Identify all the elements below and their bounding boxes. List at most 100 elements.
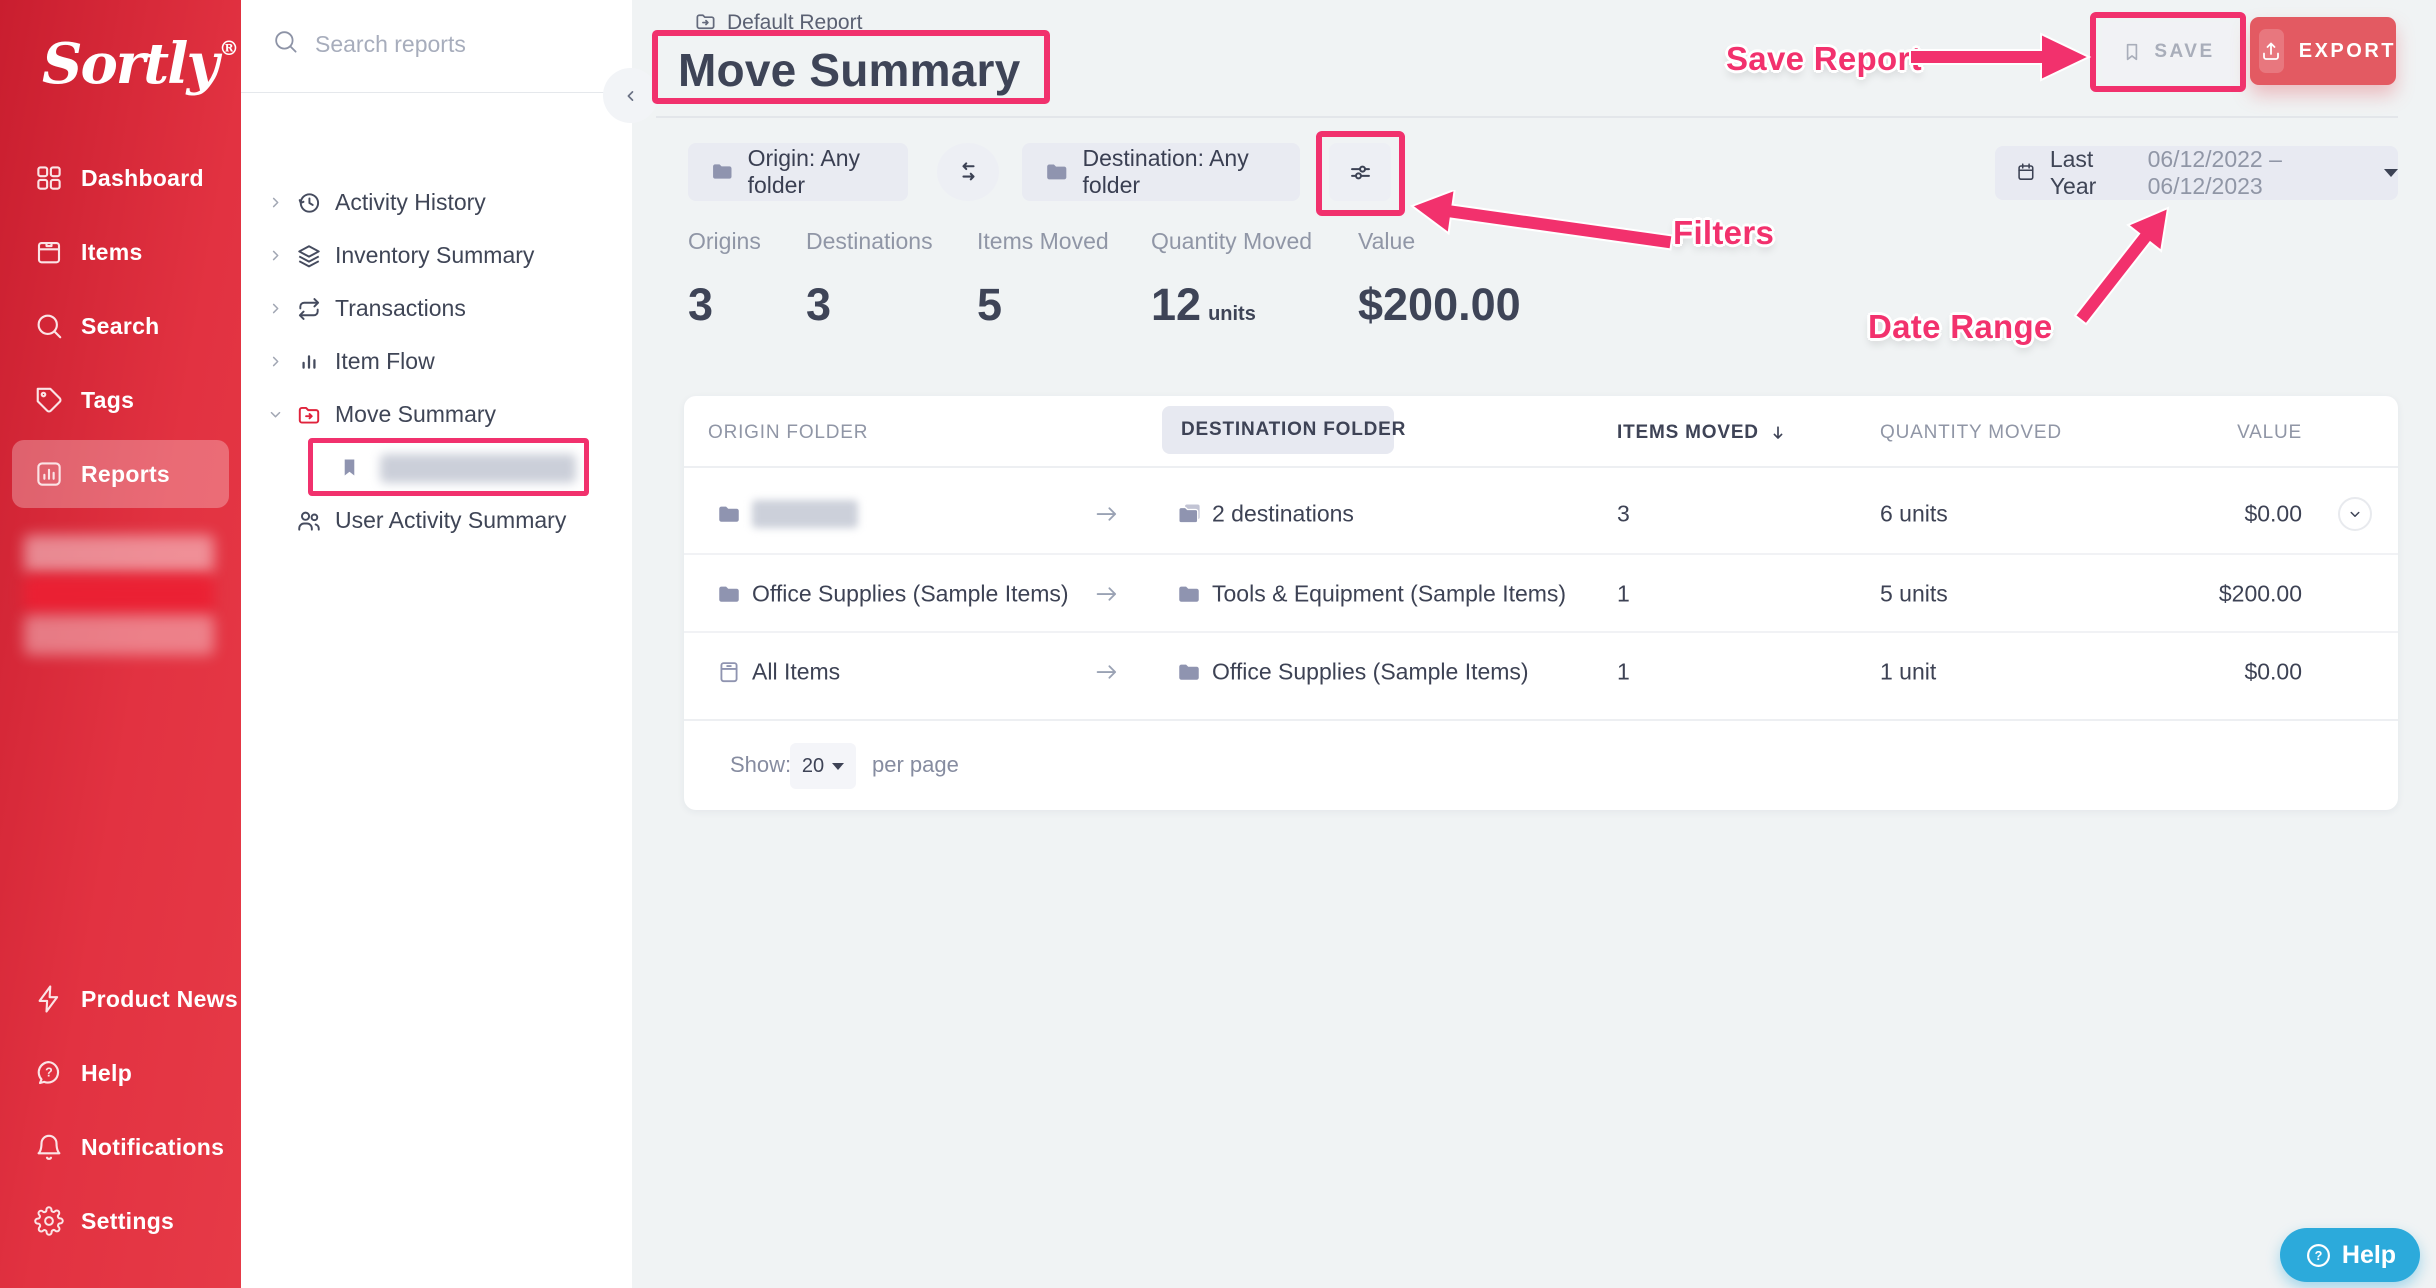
- annotation-box-title: [652, 30, 1050, 104]
- folder-icon: [1176, 581, 1202, 607]
- destination-cell: Office Supplies (Sample Items): [1212, 658, 1529, 685]
- export-button[interactable]: EXPORT: [2250, 17, 2396, 85]
- quantity-moved-cell: 1 unit: [1880, 658, 1937, 685]
- table-row[interactable]: Office Supplies (Sample Items) Tools & E…: [684, 553, 2398, 633]
- column-header-destination-folder[interactable]: DESTINATION FOLDER: [1162, 406, 1405, 454]
- stat-label: Value: [1358, 228, 1416, 254]
- search-icon: [34, 311, 64, 341]
- table-header-divider: [684, 466, 2398, 468]
- save-button[interactable]: SAVE: [2102, 22, 2234, 82]
- tag-icon: [34, 385, 64, 415]
- stat-label: Items Moved: [977, 228, 1109, 254]
- sidebar-item-label: Help: [81, 1059, 133, 1086]
- sidebar-item-help[interactable]: ? Help: [0, 1036, 241, 1110]
- help-bubble-icon: ?: [34, 1058, 64, 1088]
- chevron-down-icon[interactable]: [268, 407, 283, 422]
- origin-filter-button[interactable]: Origin: Any folder: [688, 143, 908, 201]
- search-reports-input[interactable]: [313, 24, 567, 64]
- column-header-value[interactable]: VALUE: [2237, 422, 2302, 443]
- layers-icon: [296, 243, 322, 269]
- sidebar-item-tags[interactable]: Tags: [0, 363, 241, 437]
- report-item-label: Item Flow: [335, 348, 435, 374]
- value-cell: $200.00: [2218, 580, 2302, 607]
- destination-cell: 2 destinations: [1212, 500, 1354, 527]
- collapse-panel-button[interactable]: [603, 68, 658, 123]
- origin-cell: All Items: [752, 658, 841, 685]
- destination-filter-button[interactable]: Destination: Any folder: [1022, 143, 1300, 201]
- arrow-right-icon: [1092, 657, 1122, 687]
- column-header-origin-folder[interactable]: ORIGIN FOLDER: [708, 422, 869, 443]
- sidebar-item-label: Settings: [81, 1207, 175, 1234]
- saved-report-item[interactable]: [241, 441, 632, 494]
- sidebar-item-label: Search: [81, 312, 160, 339]
- export-button-label: EXPORT: [2298, 39, 2396, 62]
- sidebar-item-items[interactable]: Items: [0, 215, 241, 289]
- expand-row-button[interactable]: [2338, 497, 2372, 531]
- annotation-arrow-date-range: [2073, 206, 2170, 326]
- folder-icon: [716, 581, 742, 607]
- chevron-right-icon[interactable]: [268, 248, 283, 263]
- more-filters-button[interactable]: [1329, 143, 1391, 201]
- report-item-activity-history[interactable]: Activity History: [241, 176, 632, 229]
- stat-value: $200.00: [1358, 279, 1521, 330]
- stat-quantity-moved: Quantity Moved 12 units: [1151, 228, 1312, 331]
- column-header-items-moved[interactable]: ITEMS MOVED: [1617, 422, 1788, 444]
- sortly-logo[interactable]: Sortly ®: [42, 36, 239, 92]
- report-item-move-summary[interactable]: Move Summary: [241, 388, 632, 441]
- chevron-right-icon[interactable]: [268, 301, 283, 316]
- chevron-right-icon[interactable]: [268, 195, 283, 210]
- calendar-icon: [2015, 161, 2037, 186]
- report-item-label: User Activity Summary: [335, 507, 567, 533]
- sidebar-item-product-news[interactable]: Product News: [0, 962, 241, 1036]
- sidebar-item-dashboard[interactable]: Dashboard: [0, 141, 241, 215]
- table-row[interactable]: All Items Office Supplies (Sample Items)…: [684, 631, 2398, 711]
- stat-destinations: Destinations 3: [806, 228, 933, 331]
- per-page-label: per page: [872, 752, 959, 777]
- stat-value: 3: [688, 279, 714, 330]
- move-summary-folder-arrow-icon: [296, 402, 322, 428]
- redacted-sidebar-row: [24, 615, 214, 655]
- chevron-right-icon[interactable]: [268, 354, 283, 369]
- svg-text:?: ?: [2315, 1248, 2323, 1262]
- swap-origin-destination-button[interactable]: [937, 143, 999, 201]
- items-moved-cell: 1: [1617, 658, 1630, 685]
- annotation-arrow-save: [1909, 32, 2092, 82]
- sidebar-item-label: Product News: [81, 985, 238, 1012]
- annotation-box-saved-report: [308, 438, 589, 496]
- stat-origins: Origins 3: [688, 228, 761, 331]
- stat-value: 5: [977, 279, 1003, 330]
- sidebar-item-settings[interactable]: Settings: [0, 1184, 241, 1258]
- upload-icon: [2259, 29, 2284, 73]
- redacted-sidebar-row: [24, 535, 214, 573]
- logo-text: Sortly: [42, 31, 219, 97]
- sidebar-nav: Dashboard Items Search Tags Reports: [0, 141, 241, 511]
- sidebar-item-notifications[interactable]: Notifications: [0, 1110, 241, 1184]
- help-floating-button[interactable]: ? Help: [2280, 1228, 2420, 1282]
- page-size-dropdown[interactable]: 20: [790, 743, 856, 789]
- report-item-user-activity-summary[interactable]: User Activity Summary: [241, 494, 632, 547]
- default-report-icon: [694, 10, 717, 33]
- item-flow-bars-icon: [296, 349, 322, 375]
- sidebar-item-search[interactable]: Search: [0, 289, 241, 363]
- column-header-quantity-moved[interactable]: QUANTITY MOVED: [1880, 422, 2062, 443]
- value-cell: $0.00: [2244, 658, 2302, 685]
- annotation-arrow-filters: [1409, 190, 1674, 251]
- table-row[interactable]: 2 destinations 3 6 units $0.00: [684, 475, 2398, 553]
- report-item-inventory-summary[interactable]: Inventory Summary: [241, 229, 632, 282]
- date-range-value: 06/12/2022 – 06/12/2023: [2147, 146, 2282, 199]
- header-divider: [656, 116, 2398, 118]
- sidebar-item-label: Notifications: [81, 1133, 225, 1160]
- annotation-save-report: Save Report: [1726, 40, 1922, 77]
- caret-down-icon: [832, 762, 845, 770]
- sidebar-item-reports[interactable]: Reports: [0, 437, 241, 511]
- sort-descending-icon: [1773, 426, 1783, 439]
- date-range-button[interactable]: Last Year 06/12/2022 – 06/12/2023: [1995, 146, 2398, 200]
- report-item-transactions[interactable]: Transactions: [241, 282, 632, 335]
- origin-cell: Office Supplies (Sample Items): [752, 580, 1069, 607]
- destination-filter-label: Destination: Any folder: [1082, 145, 1249, 198]
- report-item-item-flow[interactable]: Item Flow: [241, 335, 632, 388]
- transactions-cycle-icon: [296, 296, 322, 322]
- arrow-right-icon: [1092, 499, 1122, 529]
- sliders-icon: [1350, 165, 1370, 179]
